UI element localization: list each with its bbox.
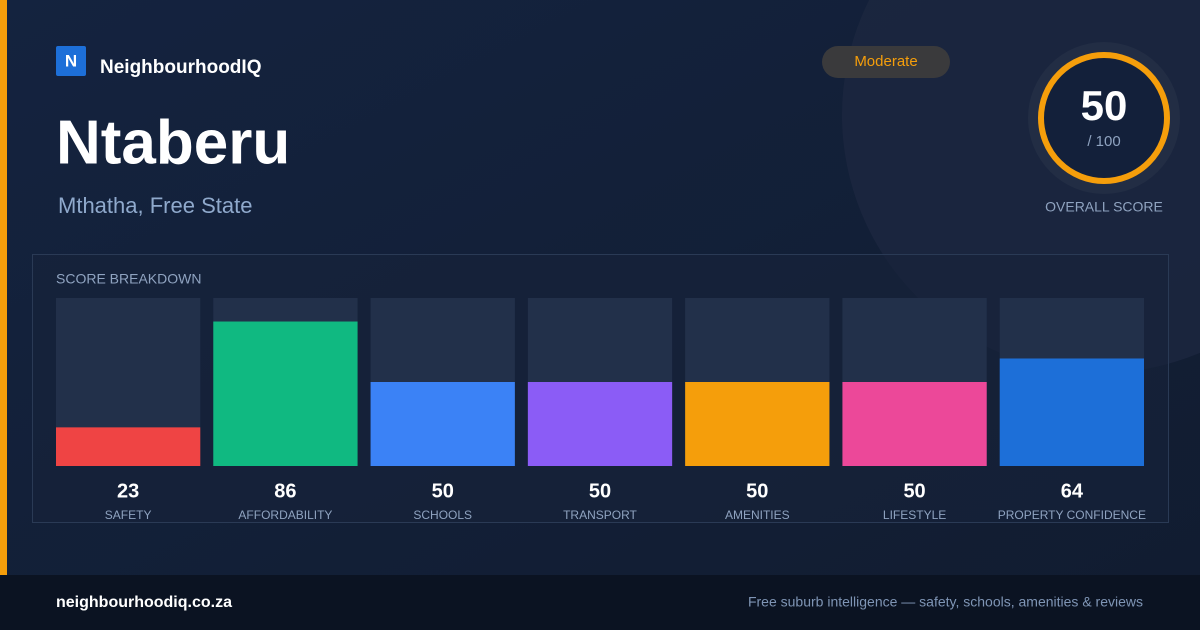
category-label: PROPERTY CONFIDENCE — [998, 508, 1146, 522]
bar — [56, 427, 201, 466]
location-name: Ntaberu — [56, 108, 290, 177]
category-label: LIFESTYLE — [883, 508, 946, 522]
score-denominator: / 100 — [1087, 133, 1120, 150]
footer-url: neighbourhoodiq.co.za — [56, 594, 232, 611]
score-value: 50 — [1081, 82, 1128, 129]
bar — [370, 382, 515, 466]
score-ring — [1038, 52, 1170, 184]
category-label: AFFORDABILITY — [238, 508, 332, 522]
badge-text: Moderate — [854, 53, 917, 70]
footer-tagline: Free suburb intelligence — safety, schoo… — [748, 594, 1143, 610]
location-subtitle: Mthatha, Free State — [58, 193, 252, 218]
logo — [56, 46, 86, 76]
bar — [527, 382, 673, 466]
brand: NeighbourhoodIQ — [100, 57, 261, 78]
logo-letter: N — [65, 51, 77, 70]
category-label: SCHOOLS — [413, 508, 472, 522]
value-label: 50 — [746, 480, 768, 502]
category-label: TRANSPORT — [563, 508, 637, 522]
value-label: 50 — [589, 480, 611, 502]
bar — [999, 358, 1144, 466]
value-label: 50 — [903, 480, 925, 502]
bar — [213, 321, 358, 466]
bar — [842, 382, 987, 466]
value-label: 23 — [117, 480, 139, 502]
footer-bar — [0, 575, 1200, 630]
badge — [822, 46, 950, 78]
bar — [685, 382, 830, 466]
category-label: AMENITIES — [725, 508, 790, 522]
category-label: SAFETY — [105, 508, 152, 522]
value-label: 64 — [1061, 480, 1084, 502]
value-label: 86 — [274, 480, 296, 502]
chart-title: SCORE BREAKDOWN — [56, 271, 201, 287]
value-label: 50 — [432, 480, 454, 502]
accent-stripe — [0, 0, 7, 575]
score-caption: OVERALL SCORE — [1045, 199, 1163, 215]
